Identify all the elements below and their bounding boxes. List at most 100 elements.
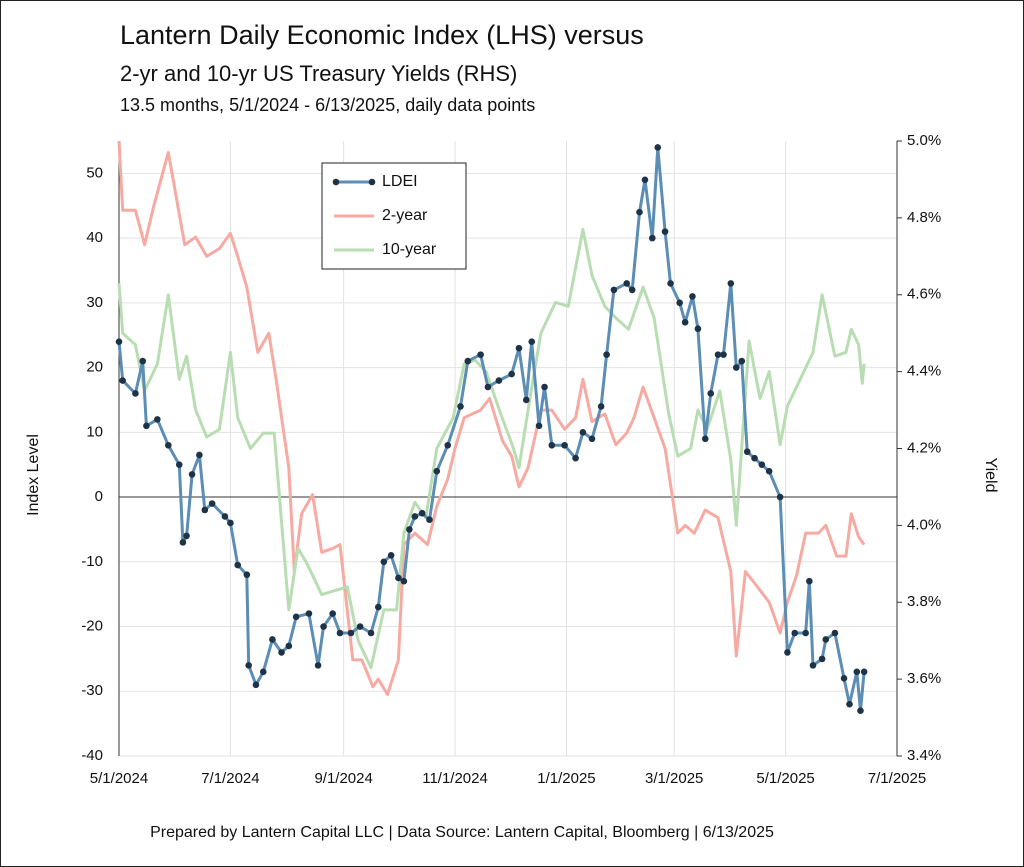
- data-point: [329, 610, 336, 617]
- data-point: [860, 668, 868, 676]
- data-point: [336, 629, 344, 637]
- legend-marker: [332, 178, 340, 186]
- y-tick-label: -20: [81, 617, 103, 634]
- y-tick-label: 40: [86, 229, 103, 246]
- data-point: [269, 636, 276, 643]
- y2-tick-label: 3.6%: [907, 670, 941, 687]
- data-point: [776, 493, 784, 501]
- data-point: [221, 513, 229, 520]
- x-tick-label: 7/1/2024: [201, 770, 259, 787]
- data-point: [285, 642, 293, 650]
- series-line: [117, 140, 866, 696]
- data-point: [154, 416, 161, 423]
- y-tick-label: -10: [81, 553, 103, 570]
- data-point: [603, 351, 610, 358]
- data-point: [347, 629, 355, 637]
- data-point: [701, 435, 709, 443]
- legend-label: 10-year: [382, 241, 437, 258]
- data-point: [143, 422, 150, 430]
- data-point: [791, 629, 799, 637]
- y-tick-label: -30: [81, 682, 103, 699]
- data-point: [758, 461, 766, 468]
- data-point: [278, 649, 285, 656]
- data-point: [208, 500, 216, 507]
- data-point: [623, 280, 631, 287]
- y2-tick-label: 4.6%: [907, 286, 941, 303]
- data-point: [667, 280, 674, 287]
- data-point: [395, 574, 402, 582]
- data-point: [732, 364, 740, 371]
- legend: LDEI 2-year 10-year: [321, 162, 467, 270]
- data-point: [784, 649, 791, 656]
- y-tick-label: 30: [86, 294, 103, 311]
- data-point: [292, 613, 300, 621]
- data-point: [654, 144, 662, 151]
- data-point: [561, 441, 568, 449]
- data-point: [380, 558, 388, 566]
- data-point: [707, 390, 715, 397]
- data-point: [305, 610, 313, 617]
- data-point: [822, 636, 830, 643]
- x-tick-label: 3/1/2025: [645, 770, 703, 787]
- data-point: [515, 344, 523, 352]
- data-point: [227, 519, 234, 527]
- x-tick-label: 7/1/2025: [868, 770, 926, 787]
- data-point: [720, 351, 727, 358]
- y-tick-label: 10: [86, 423, 103, 440]
- y-tick-label: 50: [86, 164, 103, 181]
- data-point: [831, 629, 839, 637]
- data-point: [840, 675, 848, 682]
- data-point: [508, 370, 515, 378]
- x-tick-label: 9/1/2024: [314, 770, 372, 787]
- data-point: [356, 623, 364, 630]
- data-point: [387, 552, 395, 559]
- data-point: [628, 286, 636, 294]
- y-tick-label: 20: [86, 359, 103, 376]
- data-point: [477, 351, 484, 358]
- footer: Prepared by Lantern Capital LLC | Data S…: [150, 824, 774, 841]
- data-point: [411, 513, 419, 520]
- data-point: [676, 299, 683, 307]
- data-point: [853, 668, 861, 676]
- data-point: [119, 377, 126, 384]
- data-point: [846, 700, 853, 708]
- data-point: [457, 403, 464, 410]
- data-point: [115, 338, 123, 345]
- chart-note: 13.5 months, 5/1/2024 - 6/13/2025, daily…: [120, 95, 535, 115]
- data-point: [809, 662, 817, 669]
- x-tick-label: 11/1/2024: [422, 770, 488, 787]
- data-point: [694, 325, 702, 333]
- data-point: [535, 422, 543, 430]
- data-point: [661, 228, 669, 235]
- data-point: [588, 435, 596, 443]
- series-line: [117, 146, 866, 713]
- data-point: [400, 577, 408, 585]
- data-point: [572, 454, 579, 462]
- y-axis-label: Index Level: [25, 434, 42, 516]
- y2-tick-label: 4.2%: [907, 439, 941, 456]
- data-point: [464, 357, 472, 365]
- data-point: [375, 603, 382, 611]
- y2-tick-label: 5.0%: [907, 132, 941, 149]
- chart-title: Lantern Daily Economic Index (LHS) versu…: [120, 20, 644, 50]
- data-point: [406, 526, 413, 533]
- data-point: [818, 655, 826, 663]
- data-point: [418, 509, 426, 517]
- y2-tick-label: 3.8%: [907, 593, 941, 610]
- data-point: [528, 338, 536, 345]
- data-point: [139, 357, 147, 365]
- data-point: [245, 662, 252, 669]
- data-point: [201, 506, 209, 514]
- data-point: [314, 662, 322, 669]
- y2-tick-label: 4.8%: [907, 209, 941, 226]
- data-point: [738, 357, 746, 365]
- x-tick-label: 1/1/2025: [537, 770, 595, 787]
- data-point: [806, 577, 813, 585]
- legend-label: LDEI: [382, 173, 418, 190]
- data-point: [765, 467, 773, 475]
- data-point: [183, 532, 190, 540]
- data-point: [259, 668, 267, 676]
- data-point: [751, 454, 758, 462]
